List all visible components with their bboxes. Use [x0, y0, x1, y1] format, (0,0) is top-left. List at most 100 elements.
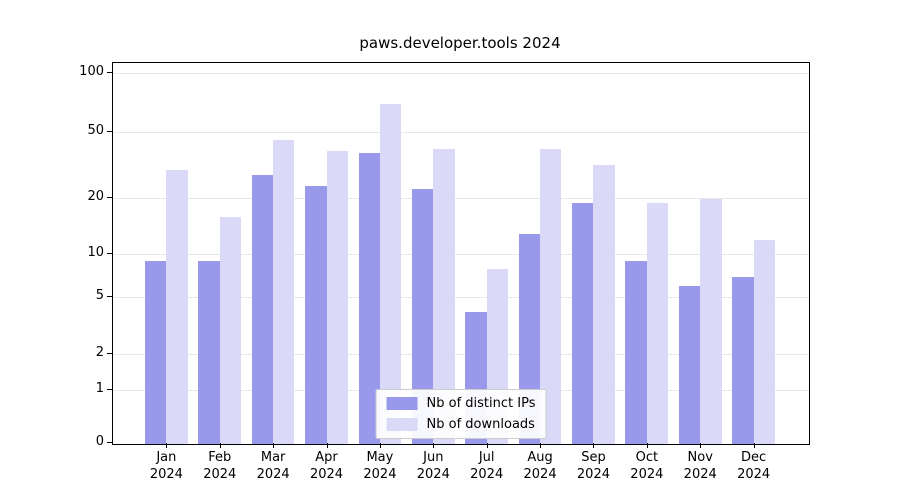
legend-item-distinct-ips: Nb of distinct IPs [386, 396, 536, 411]
xtick-year: 2024 [203, 467, 237, 482]
xtick-label-may: May 2024 [348, 449, 412, 483]
ytick-label-5: 5 [95, 287, 104, 303]
legend-label-distinct-ips: Nb of distinct IPs [426, 396, 536, 411]
bar-downloads-may [379, 104, 402, 444]
xtick-year: 2024 [683, 467, 717, 482]
xtick-label-aug: Aug 2024 [508, 449, 572, 483]
chart-title: paws.developer.tools 2024 [359, 34, 561, 52]
xtick-label-nov: Nov 2024 [668, 449, 732, 483]
bar-distinct-ips-apr [305, 185, 327, 444]
xtick-month: Sep [581, 450, 606, 465]
gridline-2 [113, 353, 809, 355]
bar-distinct-ips-mar [251, 174, 274, 444]
xtick-month: Nov [687, 450, 713, 465]
xtick-mark-dec [753, 443, 755, 448]
xtick-year: 2024 [630, 467, 664, 482]
xtick-label-oct: Oct 2024 [615, 449, 679, 483]
xtick-label-jul: Jul 2024 [455, 449, 519, 483]
xtick-year: 2024 [470, 467, 504, 482]
bar-distinct-ips-jun [411, 189, 434, 444]
bar-distinct-ips-sep [572, 203, 594, 444]
ytick-mark-0 [107, 442, 112, 443]
ytick-mark-100 [107, 72, 112, 74]
xtick-month: May [366, 450, 394, 465]
xtick-mark-jul [486, 443, 488, 448]
bar-distinct-ips-feb [198, 261, 220, 444]
ytick-label-10: 10 [87, 244, 104, 260]
bar-downloads-sep [593, 165, 615, 444]
gridline-10 [113, 253, 809, 255]
xtick-mark-mar [273, 443, 275, 448]
bar-downloads-nov [700, 199, 722, 444]
xtick-month: Oct [635, 450, 659, 465]
bar-downloads-jan [166, 169, 188, 444]
legend-swatch-downloads [386, 418, 418, 431]
bar-downloads-jun [433, 149, 455, 444]
xtick-label-apr: Apr 2024 [295, 449, 359, 483]
bar-downloads-mar [273, 140, 295, 444]
ytick-mark-10 [107, 252, 112, 254]
gridline-20 [113, 198, 809, 200]
bar-downloads-oct [646, 203, 669, 444]
plot-area: Nb of distinct IPs Nb of downloads [112, 62, 810, 445]
legend: Nb of distinct IPs Nb of downloads [375, 389, 547, 439]
bar-distinct-ips-nov [678, 286, 701, 444]
ytick-label-50: 50 [87, 122, 104, 138]
xtick-year: 2024 [363, 467, 397, 482]
xtick-year: 2024 [309, 467, 344, 482]
xtick-month: Aug [527, 450, 553, 465]
xtick-label-sep: Sep 2024 [561, 449, 625, 483]
xtick-mark-oct [646, 443, 648, 448]
ytick-mark-50 [107, 130, 112, 132]
ytick-mark-5 [107, 295, 112, 297]
xtick-year: 2024 [256, 467, 290, 482]
bar-downloads-aug [540, 149, 562, 444]
xtick-month: Jan [156, 450, 177, 465]
bar-downloads-apr [326, 150, 348, 444]
ytick-label-2: 2 [95, 344, 104, 360]
xtick-month: Apr [315, 450, 338, 465]
xtick-label-dec: Dec 2024 [722, 449, 786, 483]
xtick-mark-apr [326, 443, 328, 448]
gridline-50 [113, 131, 809, 133]
xtick-label-jun: Jun 2024 [401, 449, 465, 483]
xtick-mark-jun [433, 443, 435, 448]
legend-label-downloads: Nb of downloads [426, 417, 535, 432]
xtick-mark-nov [700, 443, 702, 448]
xtick-year: 2024 [737, 467, 771, 482]
xtick-mark-sep [593, 443, 595, 448]
bar-downloads-dec [753, 240, 775, 444]
xtick-month: Mar [260, 450, 286, 465]
ytick-label-20: 20 [87, 189, 104, 205]
bar-downloads-feb [219, 217, 242, 444]
xtick-year: 2024 [523, 467, 557, 482]
ytick-mark-20 [107, 197, 112, 199]
xtick-label-feb: Feb 2024 [188, 449, 252, 483]
xtick-month: Jun [423, 450, 444, 465]
ytick-label-1: 1 [95, 381, 104, 397]
xtick-mark-feb [219, 443, 221, 448]
bar-distinct-ips-jan [145, 261, 167, 444]
xtick-year: 2024 [149, 467, 183, 482]
xtick-year: 2024 [416, 467, 450, 482]
xtick-label-jan: Jan 2024 [134, 449, 198, 483]
xtick-mark-aug [540, 443, 542, 448]
xtick-month: Jul [478, 450, 495, 465]
bars-layer [113, 63, 809, 444]
gridline-100 [113, 73, 809, 75]
bar-distinct-ips-dec [732, 276, 754, 444]
ytick-label-0: 0 [95, 434, 104, 449]
legend-swatch-distinct-ips [386, 397, 418, 410]
ytick-mark-2 [107, 352, 112, 354]
gridline-5 [113, 296, 809, 298]
xtick-year: 2024 [576, 467, 610, 482]
bar-distinct-ips-may [358, 152, 380, 444]
xtick-mark-may [379, 443, 381, 448]
legend-item-downloads: Nb of downloads [386, 417, 536, 432]
xtick-month: Dec [741, 450, 767, 465]
bar-distinct-ips-oct [625, 261, 647, 444]
xtick-label-mar: Mar 2024 [241, 449, 305, 483]
xtick-month: Feb [208, 450, 232, 465]
ytick-mark-1 [107, 389, 112, 391]
